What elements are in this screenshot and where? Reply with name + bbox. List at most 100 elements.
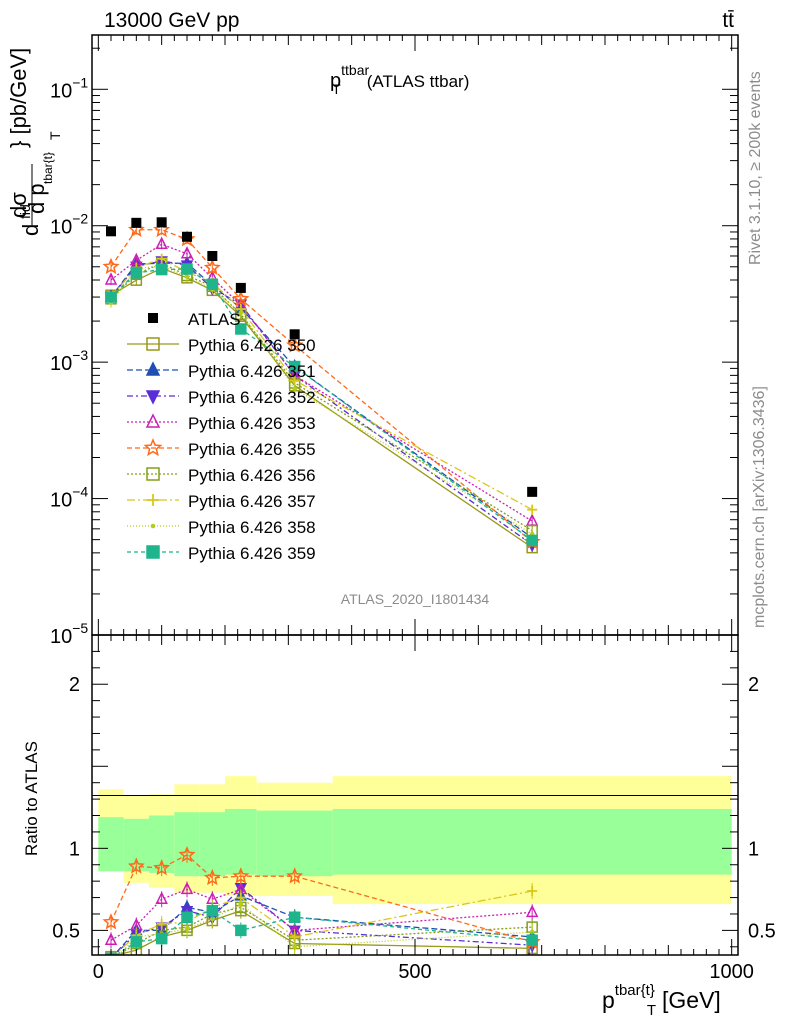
legend-label: Pythia 6.426 353 bbox=[188, 414, 316, 433]
legend-entry: Pythia 6.426 356 bbox=[127, 466, 316, 485]
series-marker bbox=[292, 386, 297, 391]
legend-label: Pythia 6.426 351 bbox=[188, 362, 316, 381]
ratio-y-tick-label: 1 bbox=[69, 838, 80, 860]
ratio-series bbox=[102, 846, 541, 966]
mcplots-label: mcplots.cern.ch [arXiv:1306.3436] bbox=[751, 386, 768, 628]
series-marker bbox=[526, 934, 538, 946]
band-green bbox=[332, 808, 732, 875]
series-marker bbox=[184, 274, 190, 279]
series-marker bbox=[130, 936, 143, 948]
series-marker bbox=[288, 360, 301, 373]
y-tick-label: 10−1 bbox=[50, 74, 88, 102]
series-line-main bbox=[110, 258, 533, 511]
ratio-y-title: Ratio to ATLAS bbox=[22, 741, 41, 856]
series-marker bbox=[180, 246, 194, 259]
legend-entry: ATLAS bbox=[148, 310, 241, 329]
series-line-main bbox=[110, 262, 533, 532]
y-tick-label: 10−3 bbox=[50, 347, 88, 375]
series-marker bbox=[146, 337, 160, 351]
data-point bbox=[235, 282, 246, 293]
series-marker bbox=[143, 438, 163, 457]
series-marker bbox=[210, 916, 215, 922]
series-line-main bbox=[110, 243, 533, 522]
series-line-main bbox=[110, 260, 533, 546]
series-marker bbox=[232, 867, 250, 884]
legend-entry: Pythia 6.426 359 bbox=[127, 544, 316, 563]
series-line-main bbox=[110, 267, 533, 549]
series-line-ratio bbox=[114, 909, 533, 955]
series-marker bbox=[292, 944, 297, 950]
main-series bbox=[102, 220, 541, 554]
series-marker bbox=[235, 924, 247, 937]
svg-text:tbar{t}: tbar{t} bbox=[41, 152, 55, 184]
x-tick-label: 500 bbox=[398, 961, 431, 983]
svg-text:d: d bbox=[18, 224, 43, 236]
series-marker bbox=[286, 867, 304, 884]
data-point bbox=[527, 486, 538, 497]
data-point bbox=[156, 217, 167, 228]
series-marker bbox=[286, 336, 304, 353]
series-line-ratio bbox=[113, 895, 533, 955]
series-marker bbox=[203, 868, 221, 886]
band-green bbox=[225, 808, 257, 875]
series-marker bbox=[102, 257, 120, 274]
legend-label: Pythia 6.426 356 bbox=[188, 466, 316, 485]
band-green bbox=[256, 810, 333, 877]
svg-text:dσ: dσ bbox=[6, 192, 31, 218]
series-marker bbox=[238, 310, 244, 315]
legend-label: Pythia 6.426 355 bbox=[188, 440, 316, 459]
series-marker bbox=[130, 267, 143, 279]
legend-label: Pythia 6.426 352 bbox=[188, 388, 316, 407]
ratio-y-tick-label-right: 2 bbox=[748, 674, 759, 696]
legend-entry: Pythia 6.426 358 bbox=[127, 518, 316, 537]
series-line-ratio bbox=[113, 890, 533, 955]
series-marker bbox=[127, 857, 145, 874]
series-marker bbox=[178, 846, 196, 863]
y-tick-label: 10−5 bbox=[50, 620, 88, 648]
series-marker bbox=[145, 413, 161, 428]
band-green bbox=[199, 812, 225, 877]
y-tick-label: 10−4 bbox=[50, 484, 88, 512]
data-point bbox=[182, 231, 192, 242]
svg-text:} [pb/GeV]: } [pb/GeV] bbox=[6, 48, 31, 148]
x-tick-label: 1000 bbox=[709, 961, 754, 983]
legend-entry: Pythia 6.426 352 bbox=[127, 388, 316, 407]
legend-label: Pythia 6.426 358 bbox=[188, 518, 316, 537]
ratio-y-tick-label: 0.5 bbox=[52, 920, 80, 942]
series-marker bbox=[105, 291, 117, 303]
series-line-main bbox=[110, 268, 533, 542]
legend-label: Pythia 6.426 350 bbox=[188, 336, 316, 355]
legend-label: Pythia 6.426 359 bbox=[188, 544, 316, 563]
series-marker bbox=[109, 961, 114, 966]
series-marker bbox=[150, 523, 156, 529]
x-tick-label: 0 bbox=[93, 961, 104, 983]
series-marker bbox=[146, 545, 160, 559]
series-line-main bbox=[110, 262, 533, 539]
legend-entry: Pythia 6.426 350 bbox=[127, 336, 316, 355]
series-marker bbox=[104, 272, 118, 285]
series-marker bbox=[525, 904, 539, 918]
legend-marker bbox=[148, 313, 158, 323]
y-axis-title: d fid dσ d p tbar{t} T } [pb/GeV] bbox=[6, 48, 63, 236]
series-marker bbox=[155, 932, 168, 945]
series-marker bbox=[153, 220, 171, 238]
analysis-id: ATLAS_2020_I1801434 bbox=[341, 591, 490, 607]
series-marker bbox=[238, 901, 244, 907]
series-marker bbox=[127, 220, 145, 237]
svg-text:T: T bbox=[47, 131, 63, 140]
series-marker bbox=[184, 926, 190, 932]
header-right: tt̄ bbox=[722, 9, 734, 32]
band-green bbox=[98, 817, 124, 872]
legend: ATLAS Pythia 6.426 350 Pythia 6.426 351 Pyt… bbox=[127, 310, 316, 563]
data-point bbox=[131, 217, 142, 228]
series-marker bbox=[203, 258, 221, 275]
ratio-y-tick-label: 2 bbox=[69, 674, 80, 696]
data-point bbox=[207, 250, 218, 261]
series-marker bbox=[155, 263, 168, 276]
series-marker bbox=[232, 290, 250, 307]
series-marker bbox=[527, 504, 538, 515]
svg-text:fid: fid bbox=[17, 204, 33, 219]
legend-entry: Pythia 6.426 355 bbox=[127, 438, 316, 459]
rivet-label: Rivet 3.1.10, ≥ 200k events bbox=[747, 71, 764, 265]
svg-text:d p: d p bbox=[24, 183, 49, 214]
